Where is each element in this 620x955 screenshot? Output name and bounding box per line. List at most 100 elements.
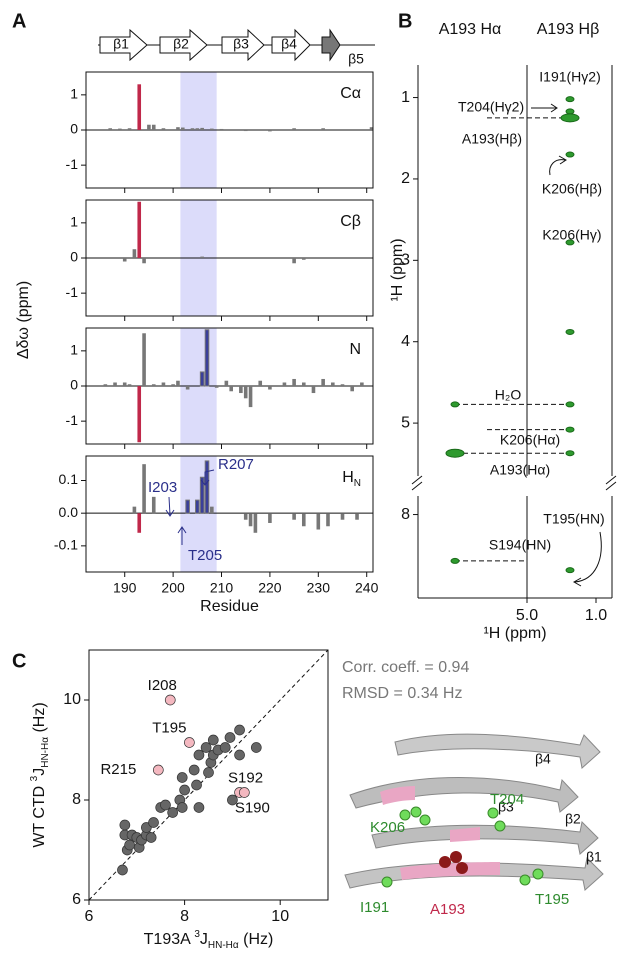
bar xyxy=(301,382,306,386)
strand-label: β4 xyxy=(535,751,551,767)
bar xyxy=(360,382,364,386)
peak-label: H₂O xyxy=(495,387,522,403)
x-tick-label: 240 xyxy=(355,580,379,596)
bar xyxy=(355,513,359,520)
column-label: A193 Hβ xyxy=(537,21,600,38)
y-tick-label: 4 xyxy=(401,333,410,350)
bar xyxy=(292,258,296,264)
annotation-arrow xyxy=(200,469,215,486)
bar xyxy=(331,382,335,386)
data-point xyxy=(148,817,159,828)
protein-structure xyxy=(344,733,604,891)
plot-frame xyxy=(85,199,374,317)
x-axis-label-part: 3 xyxy=(194,929,200,940)
data-point xyxy=(234,724,245,736)
bar xyxy=(118,128,122,130)
bar xyxy=(229,386,233,392)
bar xyxy=(369,127,374,130)
residue-label: T195 xyxy=(535,891,569,908)
bar xyxy=(268,386,272,390)
data-point xyxy=(193,802,205,813)
identity-line xyxy=(88,649,329,901)
bar xyxy=(103,384,108,386)
y-tick-label: 8 xyxy=(72,791,81,808)
data-point xyxy=(176,802,188,813)
x-tick-label: 8 xyxy=(180,908,189,925)
x-tick-label: 1.0 xyxy=(585,607,607,624)
panel-label: C xyxy=(12,650,26,672)
bar xyxy=(180,127,185,130)
bar xyxy=(214,386,219,388)
axis-break xyxy=(605,475,617,491)
bar xyxy=(248,386,253,408)
bar xyxy=(199,476,205,514)
y-tick-label: 1 xyxy=(70,214,78,230)
bar xyxy=(161,382,166,386)
strand-label: β4 xyxy=(281,36,297,52)
data-point xyxy=(227,794,238,806)
bar xyxy=(243,130,248,132)
y-axis-label-part: J xyxy=(31,768,48,776)
bar xyxy=(171,384,175,386)
bar xyxy=(185,499,190,514)
strand-label: β5 xyxy=(348,51,364,67)
bar xyxy=(340,384,345,386)
y-tick-label: 5 xyxy=(401,414,410,431)
bar xyxy=(108,128,112,130)
bar xyxy=(282,382,287,386)
bar xyxy=(243,513,248,520)
point-label: S190 xyxy=(235,799,270,816)
annotation: I203 xyxy=(148,479,177,496)
y-axis-label-part: HN-Hα xyxy=(40,737,51,768)
peak-label: A193(Hα) xyxy=(490,462,550,478)
x-axis-label-part: (Hz) xyxy=(239,931,274,948)
bar xyxy=(253,513,258,533)
bar xyxy=(268,130,272,132)
bar xyxy=(142,333,146,386)
data-point xyxy=(193,749,205,761)
bar xyxy=(204,460,210,514)
bar xyxy=(321,128,325,130)
bar xyxy=(137,513,142,533)
bar xyxy=(195,499,200,514)
data-point xyxy=(184,737,195,748)
bar xyxy=(204,329,210,387)
data-point xyxy=(203,767,214,778)
y-axis-label: ¹H (ppm) xyxy=(389,238,406,301)
y-tick-label: 0.1 xyxy=(59,471,79,487)
bar xyxy=(321,378,325,386)
data-point xyxy=(164,694,176,706)
annotation-arrow xyxy=(549,155,567,176)
bar xyxy=(185,386,190,390)
series-label-part: H xyxy=(342,469,354,486)
bar xyxy=(243,386,248,399)
peak-label: K206(Hα) xyxy=(500,432,560,448)
strand-label: β1 xyxy=(586,849,602,865)
bar xyxy=(195,128,200,130)
series-label: HN xyxy=(342,469,361,489)
bar xyxy=(151,124,156,130)
bar xyxy=(176,380,180,386)
annotation-arrow xyxy=(165,496,175,517)
bar xyxy=(292,128,296,130)
bar xyxy=(200,127,204,130)
y-tick-label: -1 xyxy=(66,412,79,428)
bar xyxy=(350,386,354,392)
data-point xyxy=(160,799,171,811)
y-tick-label: 8 xyxy=(401,506,410,523)
peak-label: A193(Hβ) xyxy=(462,131,522,147)
data-point xyxy=(179,784,190,796)
peak xyxy=(565,328,575,335)
y-tick-label: 1 xyxy=(70,342,78,358)
peak xyxy=(445,448,465,458)
residue-label: A193 xyxy=(430,901,465,918)
strand-label: β3 xyxy=(498,799,514,815)
residue-label: T204 xyxy=(490,791,524,808)
peak-label: T195(HN) xyxy=(543,511,604,527)
y-tick-label: -1 xyxy=(66,284,79,300)
y-tick-label: 1 xyxy=(401,89,410,106)
plot-frame xyxy=(85,455,374,573)
peak xyxy=(565,567,575,574)
y-axis-label: Δδω (ppm) xyxy=(15,281,32,359)
x-tick-label: 210 xyxy=(210,580,234,596)
